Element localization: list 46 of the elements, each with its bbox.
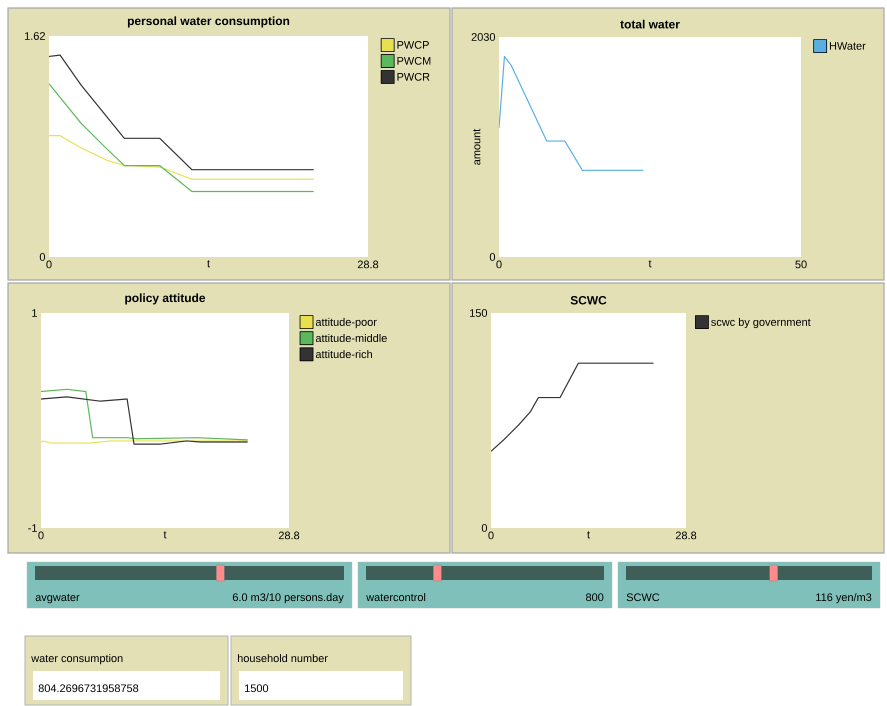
x-tick-label: 28.8 [358, 260, 378, 269]
legend-label: PWCP [397, 41, 429, 50]
legend-label: scwc by government [711, 318, 811, 328]
x-tick-label: 28.8 [676, 532, 696, 540]
legend-label: PWCR [397, 73, 430, 81]
y-tick-label: 1.62 [24, 32, 45, 40]
y-tick-label: -1 [28, 524, 37, 532]
legend-label: HWater [830, 42, 866, 50]
y-tick-label: 2030 [472, 33, 496, 42]
x-axis-title: t [207, 260, 210, 268]
line-series [41, 396, 248, 446]
x-axis-title: t [648, 260, 652, 268]
text: household number [238, 654, 328, 662]
line-series [49, 135, 314, 180]
text: 800 [586, 594, 604, 602]
line-series [499, 56, 644, 172]
x-axis-title: t [164, 531, 166, 539]
line-series [49, 54, 314, 171]
legend-label: attitude-poor [316, 318, 377, 328]
y-tick-label: 0 [482, 524, 488, 532]
x-tick-label: 0 [496, 260, 502, 269]
legend-label: attitude-rich [316, 350, 372, 358]
text: 6.0 m3/10 persons.day [232, 593, 344, 604]
text: SCWC [626, 594, 660, 602]
chart-title: total water [620, 20, 680, 29]
legend-label: attitude-middle [316, 334, 387, 342]
y-axis-title: amount [473, 129, 480, 166]
chart-title: personal water consumption [128, 16, 290, 28]
text: 1500 [245, 684, 268, 692]
x-axis-title: t [587, 531, 590, 539]
x-tick-label: 28.8 [278, 532, 300, 540]
line-series [49, 83, 314, 192]
y-tick-label: 150 [470, 309, 488, 318]
text: water consumption [31, 654, 122, 665]
legend-label: PWCM [397, 57, 430, 65]
y-tick-label: 1 [32, 309, 37, 318]
chart-title: SCWC [570, 296, 606, 305]
text: avgwater [36, 594, 80, 604]
text: watercontrol [366, 593, 426, 602]
line-series [41, 388, 248, 441]
line-series [491, 362, 654, 452]
x-tick-label: 50 [795, 260, 807, 269]
text: 116 yen/m3 [816, 593, 872, 604]
text: 804.2696731958758 [38, 684, 138, 692]
x-tick-label: 0 [46, 260, 52, 269]
chart-title: policy attitude [125, 294, 206, 305]
